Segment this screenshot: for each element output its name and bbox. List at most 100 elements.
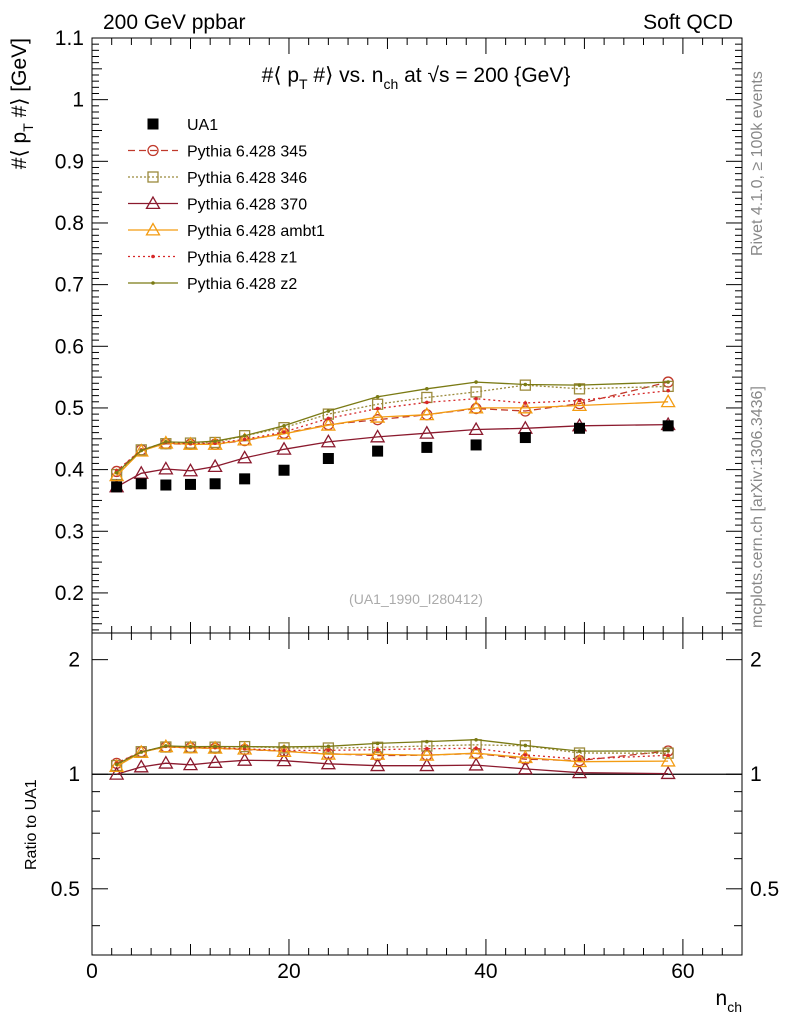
ratio-panel-frame: [91, 632, 743, 956]
series-point-2: [369, 429, 386, 443]
series-point-5: [523, 382, 528, 387]
series-point-2: [276, 441, 292, 455]
ratio-point-5: [114, 762, 119, 767]
ratio-point-4: [282, 748, 286, 753]
x-tick-label: 60: [671, 960, 694, 983]
data-point: [135, 478, 147, 490]
series-point-5: [474, 380, 478, 384]
legend-marker: [145, 222, 161, 236]
series-point-5: [666, 380, 670, 384]
ratio-point-2: [468, 757, 484, 771]
x-tick-label: 40: [474, 960, 497, 983]
mcplots-label: mcplots.cern.ch [arXiv:1306.3436]: [749, 386, 766, 628]
ratio-point-5: [213, 744, 217, 749]
ratio-point-2: [571, 764, 588, 779]
data-point: [421, 441, 433, 453]
series-point-4: [282, 430, 286, 434]
ratio-point-2: [276, 752, 292, 767]
series-point-3: [320, 417, 336, 431]
ratio-y-tick-label-right: 0.5: [750, 878, 779, 901]
ratio-point-2: [133, 759, 149, 773]
ratio-point-2: [158, 755, 174, 769]
ratio-y-tick-label: 1: [68, 763, 80, 786]
legend-marker: [147, 171, 159, 183]
ratio-point-3: [571, 753, 588, 768]
y-tick-label: 0.8: [55, 212, 84, 235]
series-point-4: [666, 388, 670, 393]
ratio-point-5: [425, 739, 429, 744]
series-point-5: [213, 439, 217, 444]
ratio-point-4: [375, 747, 380, 752]
series-point-2: [207, 458, 223, 473]
series-point-2: [237, 450, 253, 464]
series-line-4: [116, 390, 669, 472]
x-tick-label: 0: [86, 960, 98, 983]
ratio-point-5: [188, 744, 193, 749]
series-point-3: [571, 397, 588, 412]
x-tick-label: 20: [277, 960, 300, 983]
data-point: [184, 478, 196, 490]
legend: UA1 Pythia 6.428 345 Pythia 6.428 346 Pythi…: [128, 117, 325, 293]
series-point-4: [326, 416, 331, 421]
ratio-point-2: [419, 757, 435, 772]
series-point-2: [133, 465, 149, 479]
data-point: [519, 432, 531, 444]
ratio-point-4: [577, 757, 582, 761]
chart-title: #⟨ pT #⟩ vs. nch at √s = 200 {GeV}: [262, 64, 571, 92]
series-point-3: [207, 436, 223, 450]
legend-label: Pythia 6.428 370: [187, 197, 307, 214]
series-point-2: [158, 461, 174, 475]
ratio-point-2: [109, 766, 125, 780]
ratio-point-5: [577, 749, 582, 753]
y-tick-label: 0.5: [55, 397, 84, 420]
series-point-3: [468, 400, 484, 414]
series-point-2: [182, 463, 199, 477]
data-point: [662, 420, 674, 432]
ratio-point-5: [282, 745, 286, 749]
main-series-layer: [109, 376, 676, 493]
ratio-y-tick-label: 2: [68, 649, 80, 672]
series-point-2: [468, 421, 484, 436]
ratio-point-3: [237, 741, 253, 755]
ratio-point-5: [474, 737, 478, 742]
header-left: 200 GeV ppbar: [103, 11, 245, 34]
ratio-point-5: [523, 743, 528, 748]
data-point: [372, 445, 384, 457]
series-point-5: [375, 395, 380, 399]
main-axis-ticks: 0.2 0.3 0.4 0.5 0.6 0.7 0.8 0.9 1 1.1: [55, 27, 742, 633]
series-point-3: [517, 400, 533, 414]
series-point-5: [282, 424, 286, 428]
data-point: [111, 481, 123, 493]
ratio-point-3: [320, 746, 336, 760]
series-point-4: [375, 406, 380, 411]
ratio-point-5: [375, 741, 380, 746]
data-point: [322, 453, 334, 465]
ratio-y-axis-label: Ratio to UA1: [23, 779, 40, 870]
legend-marker: [147, 144, 159, 157]
ratio-point-3: [109, 758, 125, 773]
series-point-4: [523, 401, 528, 405]
ratio-axis-ticks: 0 20 40 60 0.5 0.5 1 1 2 2: [51, 633, 779, 983]
series-point-5: [425, 387, 429, 391]
ratio-point-2: [517, 761, 533, 775]
y-tick-label: 0.6: [55, 335, 84, 358]
series-point-5: [114, 470, 119, 475]
ratio-point-5: [242, 744, 247, 749]
y-tick-label: 0.9: [55, 150, 84, 173]
series-point-5: [326, 409, 331, 413]
ratio-point-2: [182, 756, 199, 771]
ratio-point-3: [660, 753, 676, 767]
series-point-5: [242, 433, 247, 438]
ratio-point-4: [666, 753, 670, 758]
data-point: [239, 473, 251, 485]
series-point-3: [369, 409, 386, 423]
ratio-point-2: [237, 752, 253, 766]
ratio-point-4: [474, 746, 478, 751]
series-point-5: [139, 448, 144, 453]
legend-label: Pythia 6.428 345: [187, 144, 307, 161]
series-line-5: [116, 381, 669, 474]
legend-label: Pythia 6.428 z2: [187, 276, 297, 293]
series-point-5: [164, 440, 168, 444]
